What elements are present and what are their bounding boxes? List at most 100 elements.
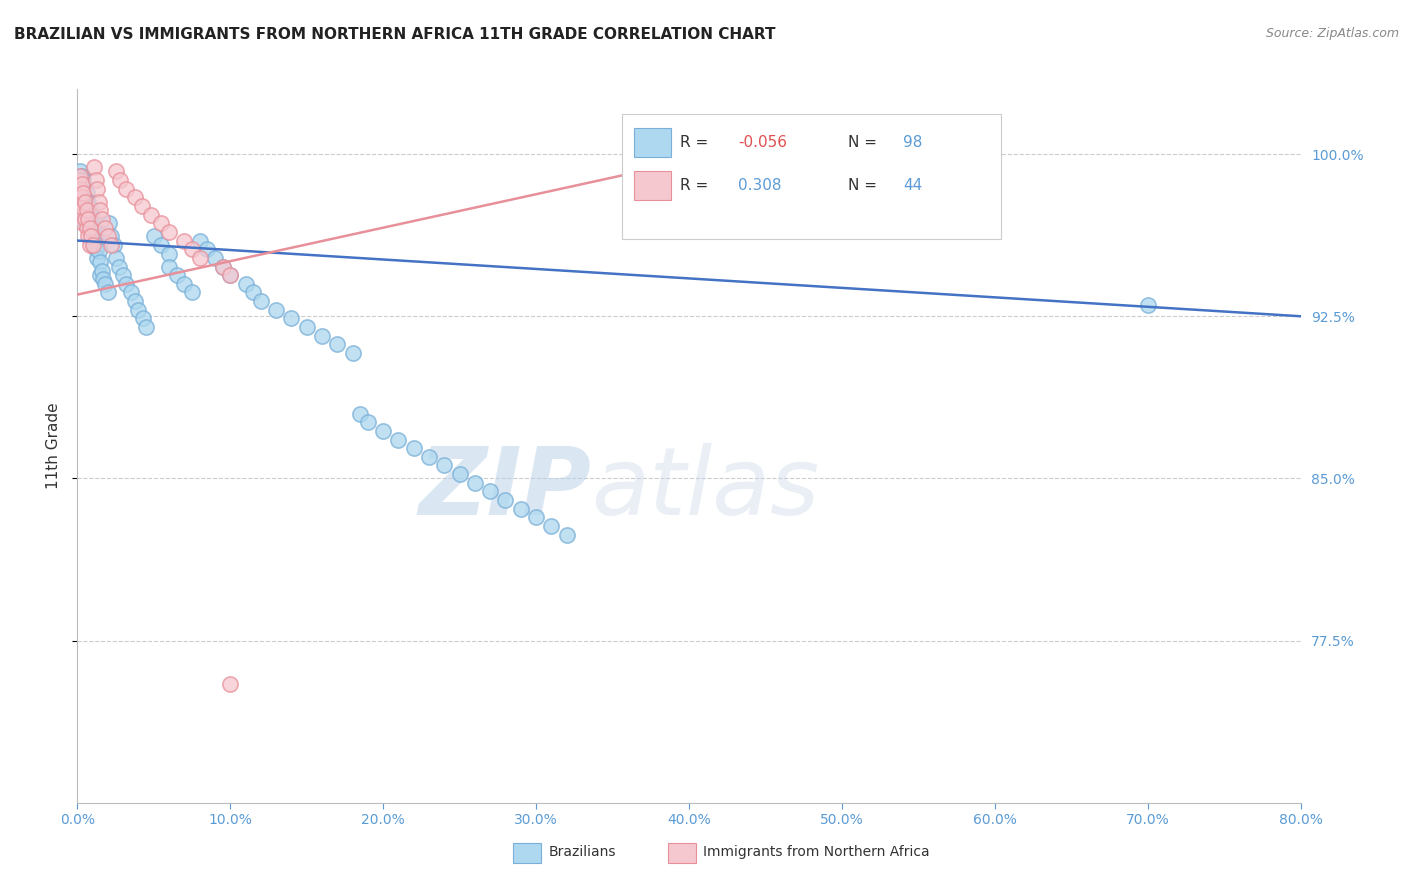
- Point: [124, 294, 146, 309]
- Point: [86, 251, 108, 265]
- Point: [181, 285, 204, 300]
- Point: [70, 190, 93, 204]
- Point: [132, 311, 155, 326]
- FancyBboxPatch shape: [621, 114, 1001, 239]
- Text: Brazilians: Brazilians: [548, 845, 616, 859]
- Point: [100, 238, 122, 252]
- Point: [371, 424, 394, 438]
- Point: [69, 201, 91, 215]
- Point: [77, 208, 100, 222]
- Point: [173, 234, 195, 248]
- Point: [509, 501, 531, 516]
- Point: [418, 450, 440, 464]
- Point: [135, 320, 157, 334]
- Point: [157, 246, 180, 260]
- Point: [87, 194, 110, 209]
- Text: Source: ZipAtlas.com: Source: ZipAtlas.com: [1265, 27, 1399, 40]
- Point: [72, 186, 94, 200]
- Point: [79, 211, 101, 226]
- Y-axis label: 11th Grade: 11th Grade: [46, 402, 62, 490]
- Point: [77, 194, 100, 209]
- FancyBboxPatch shape: [634, 171, 671, 200]
- Point: [402, 441, 425, 455]
- Point: [72, 205, 94, 219]
- Point: [73, 216, 96, 230]
- Text: BRAZILIAN VS IMMIGRANTS FROM NORTHERN AFRICA 11TH GRADE CORRELATION CHART: BRAZILIAN VS IMMIGRANTS FROM NORTHERN AF…: [14, 27, 776, 42]
- Point: [76, 196, 98, 211]
- Point: [72, 184, 94, 198]
- Point: [108, 173, 131, 187]
- Point: [1136, 298, 1159, 312]
- Point: [295, 320, 318, 334]
- Point: [211, 260, 233, 274]
- Point: [70, 190, 93, 204]
- Point: [69, 164, 91, 178]
- Point: [86, 182, 108, 196]
- Text: -0.056: -0.056: [738, 136, 787, 150]
- Point: [87, 244, 110, 259]
- Point: [84, 229, 107, 244]
- Point: [98, 216, 121, 230]
- FancyBboxPatch shape: [634, 128, 671, 157]
- Point: [69, 173, 91, 187]
- Point: [80, 219, 103, 233]
- Text: ZIP: ZIP: [418, 442, 591, 535]
- Point: [83, 220, 105, 235]
- Point: [82, 238, 104, 252]
- Point: [131, 199, 153, 213]
- Point: [104, 251, 127, 265]
- Point: [128, 302, 150, 317]
- Point: [82, 238, 104, 252]
- Point: [77, 211, 100, 226]
- Point: [181, 242, 204, 256]
- Text: R =: R =: [681, 178, 718, 193]
- Point: [97, 229, 120, 244]
- Point: [86, 238, 108, 252]
- Point: [120, 285, 142, 300]
- Point: [524, 510, 547, 524]
- Point: [555, 527, 578, 541]
- Point: [242, 285, 264, 300]
- Point: [97, 285, 120, 300]
- Point: [76, 220, 98, 235]
- Point: [157, 260, 180, 274]
- Point: [195, 242, 218, 256]
- Point: [349, 407, 371, 421]
- Text: atlas: atlas: [591, 443, 820, 534]
- Point: [104, 164, 127, 178]
- Point: [70, 169, 93, 183]
- Point: [72, 201, 94, 215]
- Point: [107, 260, 129, 274]
- Point: [72, 173, 94, 187]
- Point: [433, 458, 456, 473]
- Point: [326, 337, 349, 351]
- Point: [89, 268, 111, 282]
- Point: [100, 229, 122, 244]
- Point: [73, 194, 96, 209]
- Point: [235, 277, 257, 291]
- Point: [67, 169, 90, 183]
- Text: 0.308: 0.308: [738, 178, 782, 193]
- Point: [73, 190, 96, 204]
- Point: [73, 179, 96, 194]
- Point: [342, 346, 364, 360]
- Point: [264, 302, 287, 317]
- Point: [67, 201, 90, 215]
- Point: [84, 173, 107, 187]
- Point: [76, 203, 98, 218]
- Point: [67, 186, 90, 200]
- Point: [115, 182, 138, 196]
- Point: [77, 229, 100, 244]
- Point: [82, 223, 104, 237]
- Point: [124, 190, 146, 204]
- Point: [204, 251, 226, 265]
- Text: Immigrants from Northern Africa: Immigrants from Northern Africa: [703, 845, 929, 859]
- Point: [70, 178, 93, 192]
- Point: [103, 238, 125, 252]
- Point: [79, 220, 101, 235]
- Point: [150, 216, 173, 230]
- Point: [70, 208, 93, 222]
- Point: [69, 182, 91, 196]
- Point: [67, 179, 90, 194]
- Point: [219, 268, 242, 282]
